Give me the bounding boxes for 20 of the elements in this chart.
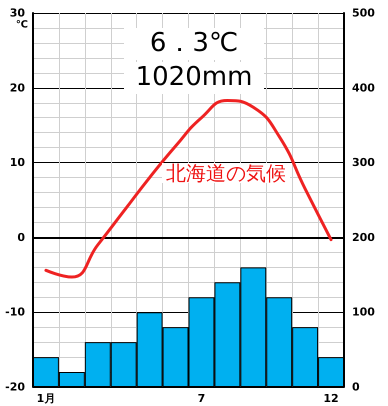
y-tick-label: -10 — [5, 306, 26, 319]
x-tick-label: 7 — [198, 392, 206, 405]
y-axis-title: ℃ — [16, 20, 28, 30]
y2-tick-label: 500 — [352, 6, 376, 20]
line-series — [44, 99, 333, 279]
y2-tick-label: 100 — [352, 306, 376, 319]
y-tick-label: 20 — [10, 81, 26, 94]
y2-tick-label: 300 — [352, 156, 376, 170]
annotation: 6．3℃ — [150, 28, 238, 58]
x-tick-label: 1月 — [36, 392, 56, 405]
y-tick-label: 0 — [17, 230, 26, 244]
annotation: 1020mm — [136, 62, 252, 92]
y2-tick-label: 200 — [352, 230, 376, 244]
text: 北海道の気候 — [166, 161, 286, 185]
y-tick-label: -20 — [5, 380, 26, 394]
y2-tick-label: 400 — [352, 81, 376, 94]
x-tick-label: 12 — [323, 392, 339, 405]
y2-tick-label: 0 — [352, 380, 360, 394]
y-tick-label: 10 — [10, 156, 26, 170]
y-tick-label: 30 — [10, 6, 26, 20]
